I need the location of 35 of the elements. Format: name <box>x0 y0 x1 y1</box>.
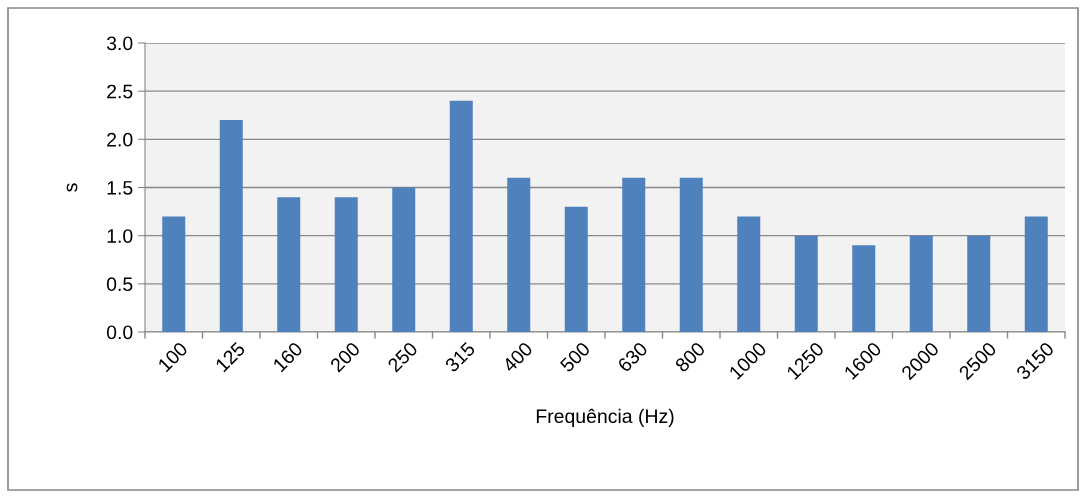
y-tick-label: 0.5 <box>106 277 133 292</box>
bar <box>1024 216 1048 332</box>
y-tick-label: 1.5 <box>107 181 133 195</box>
bar <box>622 177 646 332</box>
bar <box>334 197 358 332</box>
x-tick-label: 100 <box>157 341 189 373</box>
bar <box>909 235 933 332</box>
bar <box>392 187 416 332</box>
x-tick-label: 200 <box>329 341 361 373</box>
bar <box>564 206 588 332</box>
x-tick-label: 400 <box>501 341 534 374</box>
x-tick-label: 125 <box>214 341 246 373</box>
x-tick-label: 315 <box>444 341 476 373</box>
y-tick-label: 1.0 <box>107 229 133 243</box>
y-tick-label: 3.0 <box>106 36 133 51</box>
x-tick-label: 630 <box>616 341 649 373</box>
y-tick-label: 0.0 <box>106 325 133 340</box>
bar <box>679 177 703 332</box>
bar <box>967 235 991 332</box>
bar <box>737 216 761 332</box>
bar <box>219 120 243 332</box>
y-tick-label: 2.5 <box>107 84 133 99</box>
bar <box>162 216 186 332</box>
x-tick-label: 250 <box>386 341 419 373</box>
x-axis-title: Frequência (Hz) <box>536 408 674 427</box>
x-tick-label: 800 <box>674 341 706 373</box>
x-tick-label: 160 <box>272 341 304 373</box>
bar <box>794 235 818 332</box>
y-tick-label: 2.0 <box>107 132 133 147</box>
x-tick-label: 500 <box>559 341 591 373</box>
bar <box>852 245 876 332</box>
bar <box>277 197 301 332</box>
bar <box>449 100 473 332</box>
bar <box>507 177 531 332</box>
y-axis-title: s <box>66 183 78 192</box>
